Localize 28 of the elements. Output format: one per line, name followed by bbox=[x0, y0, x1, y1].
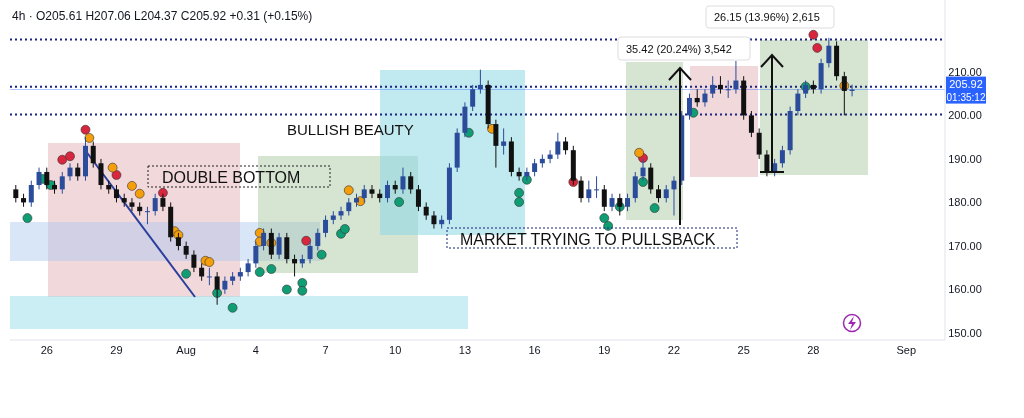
x-tick-label: Sep bbox=[896, 344, 917, 356]
y-tick-label: 210.00 bbox=[948, 65, 982, 78]
annotation: 35.42 (20.24%) 3,542 bbox=[626, 43, 732, 55]
x-tick-label: 28 bbox=[807, 344, 820, 356]
text: 01:35:12 bbox=[946, 91, 986, 103]
x-tick-label: 10 bbox=[389, 344, 402, 356]
x-tick-label: 4 bbox=[252, 344, 259, 356]
y-tick-label: 200.00 bbox=[948, 109, 982, 122]
y-tick-label: 170.00 bbox=[948, 239, 982, 252]
annotation: MARKET TRYING TO PULLSBACK bbox=[460, 231, 716, 248]
x-tick-label: Aug bbox=[176, 344, 196, 356]
y-tick-label: 160.00 bbox=[948, 283, 982, 296]
x-tick-label: 7 bbox=[322, 344, 329, 356]
annotation: 26.15 (13.96%) 2,615 bbox=[714, 11, 820, 23]
x-tick-label: 16 bbox=[528, 344, 541, 356]
ref-line-label: 205.92 bbox=[949, 77, 983, 90]
x-tick-label: 25 bbox=[737, 344, 750, 356]
annotation: DOUBLE BOTTOM bbox=[162, 169, 301, 186]
y-tick-label: 190.00 bbox=[948, 152, 982, 165]
annotation: BULLISH BEAUTY bbox=[287, 121, 414, 138]
text: 4h · O205.61 H207.06 L204.37 C205.92 +0.31 (+0.15%) bbox=[12, 9, 313, 23]
x-tick-label: 13 bbox=[458, 344, 472, 356]
x-tick-label: 22 bbox=[667, 344, 681, 356]
x-tick-label: 19 bbox=[598, 344, 611, 356]
x-tick-label: 26 bbox=[40, 344, 53, 356]
y-tick-label: 150.00 bbox=[948, 326, 982, 339]
x-tick-label: 29 bbox=[110, 344, 123, 356]
y-tick-label: 180.00 bbox=[948, 196, 982, 209]
